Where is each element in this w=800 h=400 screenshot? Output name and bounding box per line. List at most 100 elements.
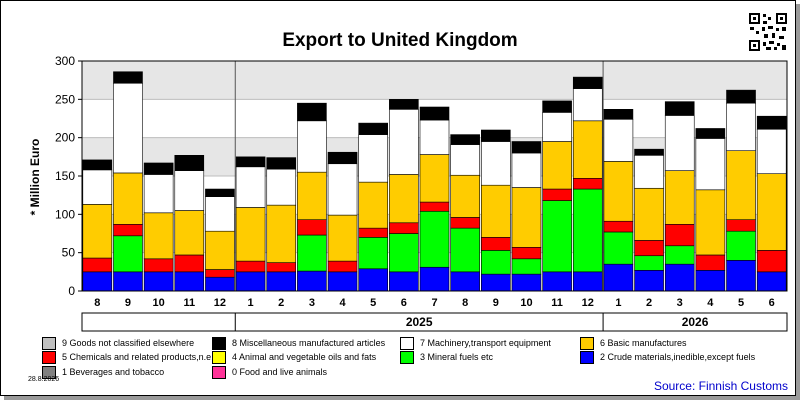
bar-segment bbox=[389, 233, 419, 273]
x-tick-label: 11 bbox=[551, 297, 563, 309]
x-tick-label: 4 bbox=[707, 297, 714, 309]
bar-segment bbox=[389, 222, 419, 234]
bar-segment bbox=[113, 235, 143, 273]
bar-segment bbox=[664, 224, 695, 247]
y-tick-label: 300 bbox=[55, 54, 75, 68]
x-tick-label: 10 bbox=[153, 297, 165, 309]
bar-segment bbox=[511, 247, 542, 260]
bar-segment bbox=[481, 184, 511, 238]
bar-segment bbox=[205, 276, 235, 292]
legend-swatch bbox=[212, 366, 226, 379]
bar-segment bbox=[664, 115, 695, 171]
bar-segment bbox=[603, 118, 634, 162]
bar-segment bbox=[450, 271, 480, 292]
bar-segment bbox=[695, 128, 726, 139]
bar-segment bbox=[266, 168, 297, 206]
bar-segment bbox=[143, 258, 174, 273]
x-tick-label: 7 bbox=[431, 297, 437, 309]
bar-segment bbox=[756, 250, 787, 273]
x-tick-label: 9 bbox=[125, 297, 131, 309]
bar-segment bbox=[297, 171, 327, 221]
legend-swatch bbox=[400, 337, 414, 350]
bar-segment bbox=[695, 138, 726, 191]
bar-segment bbox=[756, 271, 787, 292]
bar-segment bbox=[205, 269, 235, 278]
bar-segment bbox=[389, 174, 419, 224]
bar-segment bbox=[389, 271, 419, 292]
x-tick-label: 11 bbox=[183, 297, 195, 309]
bar-segment bbox=[726, 150, 756, 220]
legend-label: 0 Food and live animals bbox=[232, 367, 328, 377]
bar-segment bbox=[358, 237, 388, 270]
y-tick-label: 100 bbox=[55, 207, 75, 221]
bar-segment bbox=[603, 263, 634, 292]
bar-segment bbox=[143, 162, 174, 175]
bar-segment bbox=[695, 269, 726, 292]
legend-label: 9 Goods not classified elsewhere bbox=[62, 338, 195, 348]
bar-segment bbox=[205, 188, 235, 198]
legend-label: 7 Machinery,transport equipment bbox=[420, 338, 551, 348]
x-tick-label: 12 bbox=[582, 297, 594, 309]
bar-segment bbox=[82, 204, 113, 259]
bar-segment bbox=[205, 230, 235, 270]
bar-segment bbox=[481, 141, 511, 186]
legend-swatch bbox=[42, 351, 56, 364]
bar-segment bbox=[572, 120, 603, 179]
qr-code-icon[interactable] bbox=[748, 12, 788, 57]
bar-segment bbox=[113, 82, 143, 174]
date-stamp: 28.8.2026 bbox=[28, 376, 60, 383]
bar-segment bbox=[481, 273, 511, 292]
bar-segment bbox=[419, 154, 450, 203]
bar-segment bbox=[113, 271, 143, 292]
bar-segment bbox=[756, 128, 787, 175]
bar-segment bbox=[572, 88, 603, 122]
bar-segment bbox=[572, 76, 603, 89]
y-tick-label: 250 bbox=[55, 92, 75, 106]
year-label: 2025 bbox=[406, 315, 433, 329]
bar-segment bbox=[174, 155, 205, 171]
bar-segment bbox=[726, 219, 756, 232]
bar-segment bbox=[603, 161, 634, 222]
x-tick-label: 12 bbox=[214, 297, 226, 309]
legend-label: 1 Beverages and tobacco bbox=[62, 367, 165, 377]
legend-label: 2 Crude materials,inedible,except fuels bbox=[600, 352, 756, 362]
bar-segment bbox=[327, 271, 358, 292]
bar-segment bbox=[389, 109, 419, 175]
bar-segment bbox=[756, 173, 787, 251]
bar-segment bbox=[634, 240, 664, 257]
bar-segment bbox=[266, 204, 297, 263]
legend-swatch bbox=[580, 337, 594, 350]
bar-segment bbox=[174, 170, 205, 211]
bar-segment bbox=[327, 260, 358, 273]
bar-segment bbox=[266, 262, 297, 273]
bar-segment bbox=[235, 260, 266, 273]
bar-segment bbox=[82, 271, 113, 292]
x-tick-label: 2 bbox=[646, 297, 652, 309]
bar-segment bbox=[358, 227, 388, 238]
bar-segment bbox=[511, 152, 542, 188]
bar-segment bbox=[174, 210, 205, 256]
bar-segment bbox=[297, 234, 327, 272]
bar-segment bbox=[726, 230, 756, 261]
bar-segment bbox=[327, 151, 358, 165]
bar-segment bbox=[664, 263, 695, 292]
legend-label: 3 Mineral fuels etc bbox=[420, 352, 494, 362]
bar-segment bbox=[113, 172, 143, 225]
bar-segment bbox=[358, 181, 388, 229]
bar-segment bbox=[634, 155, 664, 189]
bar-segment bbox=[235, 166, 266, 208]
bar-segment bbox=[235, 207, 266, 262]
bar-segment bbox=[82, 257, 113, 273]
legend-label: 6 Basic manufactures bbox=[600, 338, 687, 348]
bar-segment bbox=[511, 187, 542, 248]
bar-segment bbox=[450, 144, 480, 176]
year-label: 2026 bbox=[682, 315, 709, 329]
legend-swatch bbox=[580, 351, 594, 364]
legend-label: 5 Chemicals and related products,n.e.s. bbox=[62, 352, 221, 362]
grid-band bbox=[82, 61, 787, 100]
legend-label: 8 Miscellaneous manufactured articles bbox=[232, 338, 386, 348]
legend-swatch bbox=[400, 351, 414, 364]
y-tick-label: 50 bbox=[62, 246, 76, 260]
bar-segment bbox=[235, 271, 266, 292]
